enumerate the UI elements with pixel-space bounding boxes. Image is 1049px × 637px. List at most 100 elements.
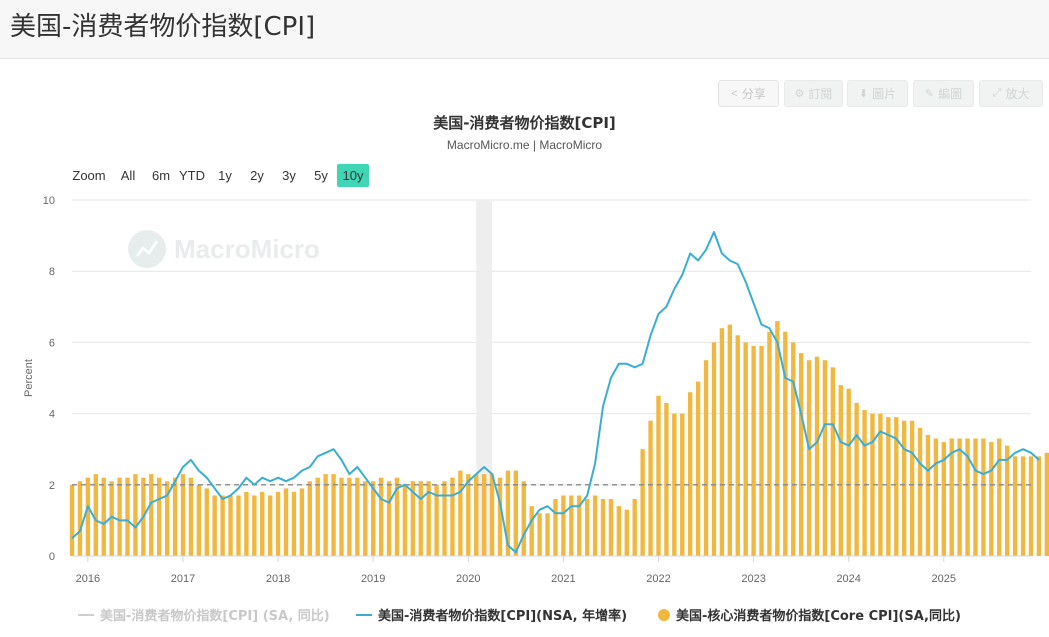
core-cpi-bar[interactable]	[870, 413, 875, 556]
core-cpi-bar[interactable]	[965, 438, 970, 556]
core-cpi-bar[interactable]	[426, 481, 431, 556]
core-cpi-bar[interactable]	[767, 331, 772, 556]
core-cpi-bar[interactable]	[537, 513, 542, 556]
core-cpi-bar[interactable]	[798, 353, 804, 556]
core-cpi-bar[interactable]	[791, 342, 796, 556]
core-cpi-bar[interactable]	[418, 481, 423, 556]
range-button-6m[interactable]: 6m	[151, 168, 171, 183]
core-cpi-bar[interactable]	[260, 491, 265, 556]
core-cpi-bar[interactable]	[616, 506, 622, 556]
core-cpi-bar[interactable]	[117, 477, 122, 556]
core-cpi-bar[interactable]	[806, 360, 812, 556]
core-cpi-bar[interactable]	[450, 477, 455, 556]
core-cpi-bar[interactable]	[925, 434, 931, 556]
core-cpi-bar[interactable]	[592, 495, 598, 556]
cpi-nsa-line[interactable]	[71, 231, 1040, 554]
image-button[interactable]: ⬇ 圖片	[847, 80, 908, 107]
core-cpi-bar[interactable]	[632, 499, 637, 556]
edit-chart-button[interactable]: ✎ 編圖	[913, 80, 974, 107]
core-cpi-bar[interactable]	[529, 506, 534, 556]
core-cpi-bar[interactable]	[125, 477, 130, 556]
core-cpi-bar[interactable]	[648, 420, 653, 556]
core-cpi-bar[interactable]	[838, 385, 843, 556]
range-button-2y[interactable]: 2y	[250, 168, 264, 183]
core-cpi-bar[interactable]	[1044, 452, 1049, 556]
range-button-ytd[interactable]: YTD	[179, 168, 205, 183]
core-cpi-bar[interactable]	[783, 331, 788, 556]
core-cpi-bar[interactable]	[172, 477, 178, 556]
core-cpi-bar[interactable]	[77, 481, 83, 556]
core-cpi-bar[interactable]	[997, 438, 1002, 556]
core-cpi-bar[interactable]	[894, 417, 899, 556]
core-cpi-bar[interactable]	[133, 474, 138, 556]
core-cpi-bar[interactable]	[315, 477, 320, 556]
core-cpi-bar[interactable]	[600, 499, 606, 556]
core-cpi-bar[interactable]	[656, 395, 661, 556]
core-cpi-bar[interactable]	[624, 509, 629, 556]
core-cpi-bar[interactable]	[244, 491, 249, 556]
core-cpi-bar[interactable]	[822, 360, 828, 556]
core-cpi-bar[interactable]	[101, 477, 106, 556]
core-cpi-bar[interactable]	[386, 481, 392, 556]
core-cpi-bar[interactable]	[236, 495, 241, 556]
expand-button[interactable]: ⤢ 放大	[979, 80, 1043, 107]
core-cpi-bar[interactable]	[711, 342, 717, 556]
core-cpi-bar[interactable]	[941, 442, 946, 556]
core-cpi-bar[interactable]	[458, 470, 463, 556]
legend-item-cpi-nsa[interactable]: 美国-消费者物价指数[CPI](NSA, 年增率)	[356, 605, 627, 624]
core-cpi-bar[interactable]	[434, 484, 439, 556]
core-cpi-bar[interactable]	[719, 328, 725, 556]
core-cpi-bar[interactable]	[220, 495, 225, 556]
core-cpi-bar[interactable]	[949, 438, 954, 556]
core-cpi-bar[interactable]	[109, 481, 114, 556]
core-cpi-bar[interactable]	[735, 335, 740, 556]
core-cpi-bar[interactable]	[664, 402, 669, 556]
core-cpi-bar[interactable]	[402, 484, 408, 556]
core-cpi-bar[interactable]	[196, 484, 202, 556]
core-cpi-bar[interactable]	[680, 413, 685, 556]
core-cpi-bar[interactable]	[640, 449, 645, 556]
core-cpi-bar[interactable]	[481, 474, 487, 556]
core-cpi-bar[interactable]	[149, 474, 154, 556]
core-cpi-bar[interactable]	[180, 474, 186, 556]
core-cpi-bar[interactable]	[497, 477, 503, 556]
core-cpi-bar[interactable]	[917, 427, 923, 556]
core-cpi-bar[interactable]	[909, 420, 915, 556]
core-cpi-bar[interactable]	[703, 360, 709, 556]
core-cpi-bar[interactable]	[291, 491, 297, 556]
core-cpi-bar[interactable]	[228, 495, 233, 556]
core-cpi-bar[interactable]	[513, 470, 519, 556]
core-cpi-bar[interactable]	[164, 481, 170, 556]
core-cpi-bar[interactable]	[93, 474, 98, 556]
core-cpi-bar[interactable]	[355, 477, 360, 556]
core-cpi-bar[interactable]	[347, 477, 352, 556]
core-cpi-bar[interactable]	[577, 495, 582, 556]
core-cpi-bar[interactable]	[1028, 456, 1034, 556]
core-cpi-bar[interactable]	[339, 477, 344, 556]
core-cpi-bar[interactable]	[307, 481, 312, 556]
core-cpi-bar[interactable]	[371, 481, 376, 556]
core-cpi-bar[interactable]	[862, 410, 867, 556]
core-cpi-bar[interactable]	[521, 481, 526, 556]
range-button-5y[interactable]: 5y	[314, 168, 328, 183]
core-cpi-bar[interactable]	[846, 388, 851, 556]
core-cpi-bar[interactable]	[901, 420, 907, 556]
core-cpi-bar[interactable]	[212, 495, 217, 556]
core-cpi-bar[interactable]	[957, 438, 962, 556]
core-cpi-bar[interactable]	[933, 438, 939, 556]
core-cpi-bar[interactable]	[743, 342, 748, 556]
range-button-10y[interactable]: 10y	[337, 164, 369, 187]
core-cpi-bar[interactable]	[759, 345, 764, 556]
core-cpi-bar[interactable]	[466, 474, 471, 556]
core-cpi-bar[interactable]	[854, 402, 859, 556]
core-cpi-bar[interactable]	[204, 488, 209, 556]
core-cpi-bar[interactable]	[814, 356, 820, 556]
core-cpi-bar[interactable]	[505, 470, 511, 556]
core-cpi-bar[interactable]	[378, 477, 384, 556]
core-cpi-bar[interactable]	[878, 413, 883, 556]
core-cpi-bar[interactable]	[410, 481, 415, 556]
core-cpi-bar[interactable]	[283, 488, 289, 556]
share-button[interactable]: < 分享	[718, 80, 779, 107]
range-button-1y[interactable]: 1y	[218, 168, 232, 183]
core-cpi-bar[interactable]	[672, 413, 677, 556]
